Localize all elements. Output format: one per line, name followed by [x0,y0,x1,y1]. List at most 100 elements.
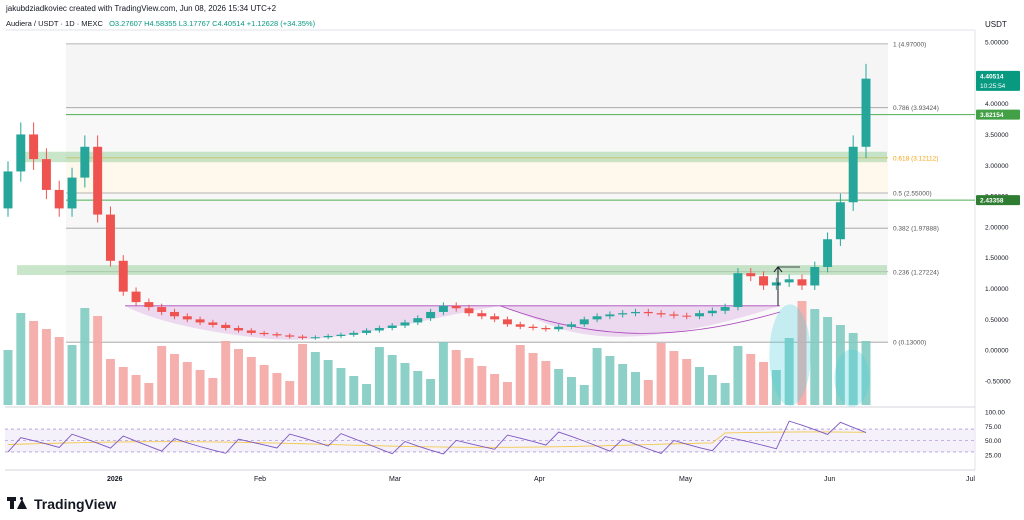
candle-body [387,325,397,328]
candle-body [707,310,717,314]
candle-body [169,311,179,317]
volume-bar [746,354,756,405]
candle-body [221,324,231,328]
candle-body [400,322,410,326]
price-axis-unit: USDT [985,20,1007,29]
volume-bar [67,345,77,405]
last-price-label: 4.40514 [980,73,1004,80]
candle-body [41,159,51,190]
volume-bar [400,363,410,405]
volume-bar [29,321,39,405]
rsi-tick-label: 25.00 [985,452,1002,459]
candle-body [413,318,423,323]
rsi-tick-label: 75.00 [985,424,1002,431]
candle-body [746,273,756,277]
volume-bar [682,359,692,405]
cup-pattern-area [125,305,780,340]
volume-bar [438,342,448,405]
volume-bar [234,349,243,405]
chart-credit: jakubdziadkoviec created with TradingVie… [6,4,277,13]
volume-bar [298,344,308,405]
volume-bar [221,341,231,405]
candle-body [784,279,794,283]
candle-body [93,146,103,215]
volume-bar [349,376,359,405]
volume-bar [131,375,141,405]
symbol-legend[interactable]: Audiera / USDT · 1D · MEXC O3.27607 H4.5… [6,19,315,28]
candle-body [374,327,384,331]
time-axis-label: Mar [389,476,402,483]
price-tick-label: 5.00000 [985,40,1009,47]
volume-bar [643,380,653,405]
level-2-43-label: 2.43358 [980,198,1004,205]
candle-body [349,332,359,335]
time-axis-label: Jul [966,476,975,483]
volume-bar [323,360,333,405]
volume-bar [464,358,474,405]
candle-body [759,276,769,286]
volume-bar [80,308,90,405]
fib-level-label: 1 (4.97000) [893,41,926,48]
price-tick-label: 2.00000 [985,224,1009,231]
time-axis-label: Jun [824,476,835,483]
candle-body [720,307,730,311]
candle-body [810,266,820,286]
volume-bar [41,329,51,405]
candle-body [3,171,13,209]
volume-bar [695,367,705,405]
rsi-band [5,429,975,452]
candle-body [823,239,833,267]
candle-body [771,282,781,286]
volume-bar [861,341,871,405]
candle-body [797,279,807,286]
ohlc-values: O3.27607 H4.58355 L3.17767 C4.40514 +1.1… [109,19,316,28]
volume-bar [16,313,26,405]
support-zone [17,265,887,275]
candle-body [157,307,167,312]
fib-level-label: 0.236 (1.27224) [893,269,939,276]
last-price-countdown: 10:25:54 [980,83,1006,90]
volume-bar [477,366,487,405]
rsi-ma-line [7,431,867,448]
candle-body [669,314,679,316]
candle-body [105,214,115,261]
volume-bar [502,382,512,405]
fib-band [66,43,888,108]
cup-right-curve [499,305,781,334]
candle-body [67,177,77,209]
candle-body [298,336,308,338]
price-tick-label: 4.00000 [985,101,1009,108]
volume-bar [823,317,833,405]
candle-body [208,322,218,325]
volume-bar [784,338,794,405]
candle-body [861,78,871,147]
symbol-name[interactable]: Audiera / USDT · 1D · MEXC [6,19,103,28]
tradingview-brand[interactable]: TradingView [7,496,116,512]
candle-body [54,189,64,209]
candle-body [733,273,743,308]
rsi-line [7,420,867,455]
candle-body [234,327,243,331]
price-tick-label: 3.50000 [985,132,1009,139]
candle-body [554,326,564,330]
candle-body [848,146,858,203]
volume-bar [413,371,423,405]
candle-body [835,202,845,240]
fib-band [66,107,888,158]
candle-body [426,311,436,319]
candle-body [656,313,666,315]
last-price-badge [976,70,1020,91]
candle-body [464,308,474,314]
volume-bar [118,367,128,405]
fib-level-label: 0.5 (2.55000) [893,191,932,198]
candle-body [246,330,256,333]
volume-bar [3,350,13,405]
price-tick-label: -0.50000 [985,379,1011,386]
price-tick-label: 1.50000 [985,255,1009,262]
price-tick-label: 0.50000 [985,317,1009,324]
volume-bar [272,373,282,405]
price-tick-label: 1.00000 [985,286,1009,293]
candle-body [605,314,615,317]
price-tick-label: 3.00000 [985,163,1009,170]
